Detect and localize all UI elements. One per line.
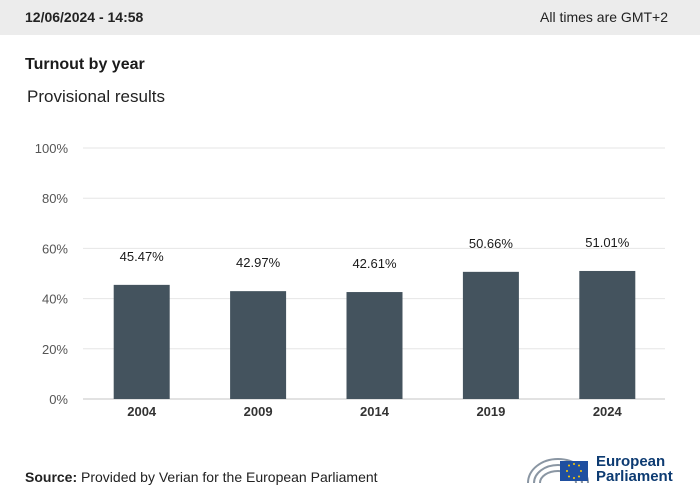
timezone-note: All times are GMT+2 <box>540 9 668 25</box>
top-bar: 12/06/2024 - 14:58 All times are GMT+2 <box>0 0 700 35</box>
logo-line-2: Parliament <box>596 468 673 485</box>
turnout-bar-chart: 0% 20% 40% 60% 80% 100% 45.47% 2004 42.97% 2009 42… <box>35 141 665 419</box>
data-label: 50.66% <box>469 236 514 251</box>
x-tick-label: 2019 <box>476 404 505 419</box>
source-note: Source: Provided by Verian for the Europ… <box>25 469 378 485</box>
european-parliament-logo: European Parliament <box>524 447 684 487</box>
chart-subtitle: Provisional results <box>27 87 165 106</box>
logo-line-1: European <box>596 453 666 470</box>
y-tick-label: 20% <box>42 342 68 357</box>
bar <box>346 292 403 399</box>
y-tick-label: 80% <box>42 191 68 206</box>
parliament-hemicycle-icon <box>527 458 589 484</box>
data-label: 45.47% <box>120 249 165 264</box>
x-tick-label: 2009 <box>244 404 273 419</box>
y-tick-label: 100% <box>35 141 69 156</box>
bar <box>579 270 636 399</box>
bar <box>462 271 519 399</box>
x-tick-label: 2014 <box>360 404 390 419</box>
chart-title: Turnout by year <box>25 56 145 73</box>
y-tick-label: 0% <box>49 392 68 407</box>
data-label: 51.01% <box>585 235 630 250</box>
x-tick-label: 2024 <box>593 404 623 419</box>
logo-text: European Parliament <box>596 454 673 484</box>
data-label: 42.61% <box>352 256 397 271</box>
eu-flag-icon <box>560 461 588 481</box>
y-tick-label: 40% <box>42 292 68 307</box>
source-label: Source: <box>25 469 78 485</box>
timestamp: 12/06/2024 - 14:58 <box>25 9 144 25</box>
x-tick-label: 2004 <box>127 404 157 419</box>
bar <box>230 291 287 399</box>
y-tick-label: 60% <box>42 241 68 256</box>
data-label: 42.97% <box>236 255 281 270</box>
bar <box>113 284 170 399</box>
source-text: Provided by Verian for the European Parl… <box>81 469 378 485</box>
